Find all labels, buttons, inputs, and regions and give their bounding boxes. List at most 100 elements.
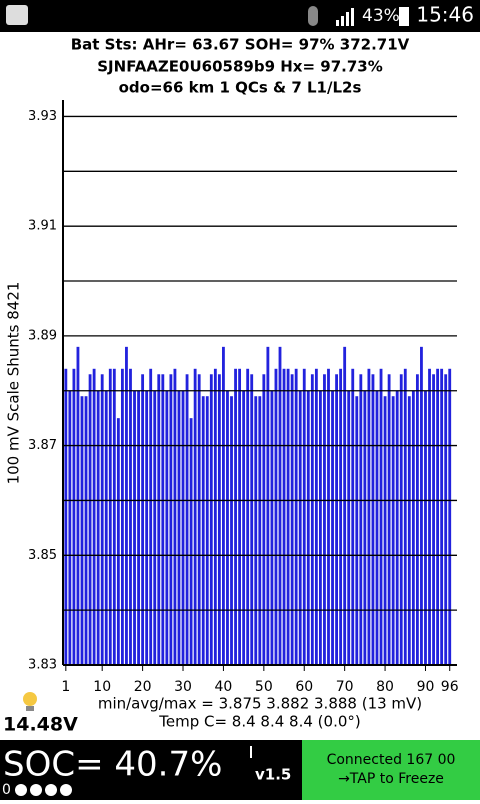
bar <box>436 368 440 665</box>
bar <box>335 374 338 665</box>
bar <box>64 368 68 665</box>
bar <box>226 390 229 665</box>
bar <box>347 390 351 665</box>
x-tick-label: 20 <box>134 679 152 695</box>
bar <box>355 396 359 665</box>
bar <box>395 390 399 665</box>
bar <box>282 368 286 665</box>
battery-icon <box>399 7 409 26</box>
x-tick-label: 60 <box>295 679 313 695</box>
bar <box>104 390 108 665</box>
x-tick-label: 96 <box>441 679 459 695</box>
bar <box>165 390 169 665</box>
bar <box>318 390 322 665</box>
bar <box>391 396 395 665</box>
bar <box>112 368 116 665</box>
bar <box>80 396 84 665</box>
bar <box>383 396 387 665</box>
header-line: odo=66 km 1 QCs & 7 L1/L2s <box>119 79 362 97</box>
bar <box>230 396 233 665</box>
bar <box>246 368 250 665</box>
bar <box>129 368 132 665</box>
y-tick-label: 3.89 <box>28 328 57 343</box>
y-tick-label: 3.83 <box>28 658 57 673</box>
bar <box>440 368 444 665</box>
app-icon <box>6 5 28 25</box>
bar <box>238 368 242 665</box>
bluetooth-icon <box>308 6 318 26</box>
bar <box>145 390 149 665</box>
bar <box>185 374 189 665</box>
bar <box>371 374 375 665</box>
stats-line: min/avg/max = 3.875 3.882 3.888 (13 mV) <box>98 695 422 713</box>
bar <box>302 368 306 665</box>
bar <box>222 346 225 665</box>
x-tick-label: 1 <box>61 679 70 695</box>
bar <box>68 390 72 665</box>
x-tick-label: 80 <box>376 679 394 695</box>
bar <box>242 390 246 665</box>
x-tick-label: 10 <box>93 679 111 695</box>
bar <box>294 368 298 665</box>
bar <box>189 418 193 665</box>
bar <box>88 374 92 665</box>
x-tick-label: 30 <box>174 679 192 695</box>
bar <box>420 346 423 665</box>
freeze-hint[interactable]: →TAP to Freeze <box>338 771 444 787</box>
bar <box>262 374 266 665</box>
marker <box>250 746 252 758</box>
bar <box>363 390 367 665</box>
bar <box>193 368 197 665</box>
bar <box>339 368 343 665</box>
signal-icon <box>336 8 354 26</box>
bar <box>100 374 104 665</box>
bar <box>157 374 161 665</box>
bar <box>209 374 213 665</box>
bar <box>96 390 100 665</box>
bar <box>205 396 209 665</box>
bar <box>234 368 237 665</box>
bar <box>76 346 80 665</box>
bar <box>298 390 302 665</box>
bar <box>399 374 403 665</box>
bar <box>266 346 270 665</box>
bar <box>197 374 201 665</box>
pack-voltage: 14.48V <box>3 714 78 736</box>
x-tick-label: 70 <box>336 679 354 695</box>
stats-line: Temp C= 8.4 8.4 8.4 (0.0°) <box>158 713 360 731</box>
battery-text: 43% <box>362 6 400 26</box>
bar <box>286 368 290 665</box>
bar <box>92 368 96 665</box>
bar <box>367 368 371 665</box>
bar <box>375 390 379 665</box>
connection-status[interactable]: Connected 167 00 <box>327 752 456 768</box>
bar <box>149 368 153 665</box>
bar <box>428 368 431 665</box>
bar <box>169 374 173 665</box>
bar <box>120 368 124 665</box>
bar <box>213 368 217 665</box>
bar <box>323 374 326 665</box>
bar <box>379 368 383 665</box>
bar <box>407 396 411 665</box>
bar <box>306 390 310 665</box>
bar <box>270 390 274 665</box>
bar <box>153 390 157 665</box>
bar <box>116 418 120 665</box>
bar <box>351 368 355 665</box>
freeze-button[interactable] <box>302 740 480 800</box>
bar <box>137 390 140 665</box>
bar <box>387 374 391 665</box>
bar <box>250 374 254 665</box>
bar <box>181 390 185 665</box>
bar <box>310 374 314 665</box>
y-tick-label: 3.93 <box>28 109 57 124</box>
bar <box>72 368 76 665</box>
y-tick-label: 3.85 <box>28 548 57 563</box>
bar <box>290 374 294 665</box>
dots <box>15 784 72 796</box>
bar <box>161 374 165 665</box>
bar <box>432 374 435 665</box>
bar <box>217 374 221 665</box>
